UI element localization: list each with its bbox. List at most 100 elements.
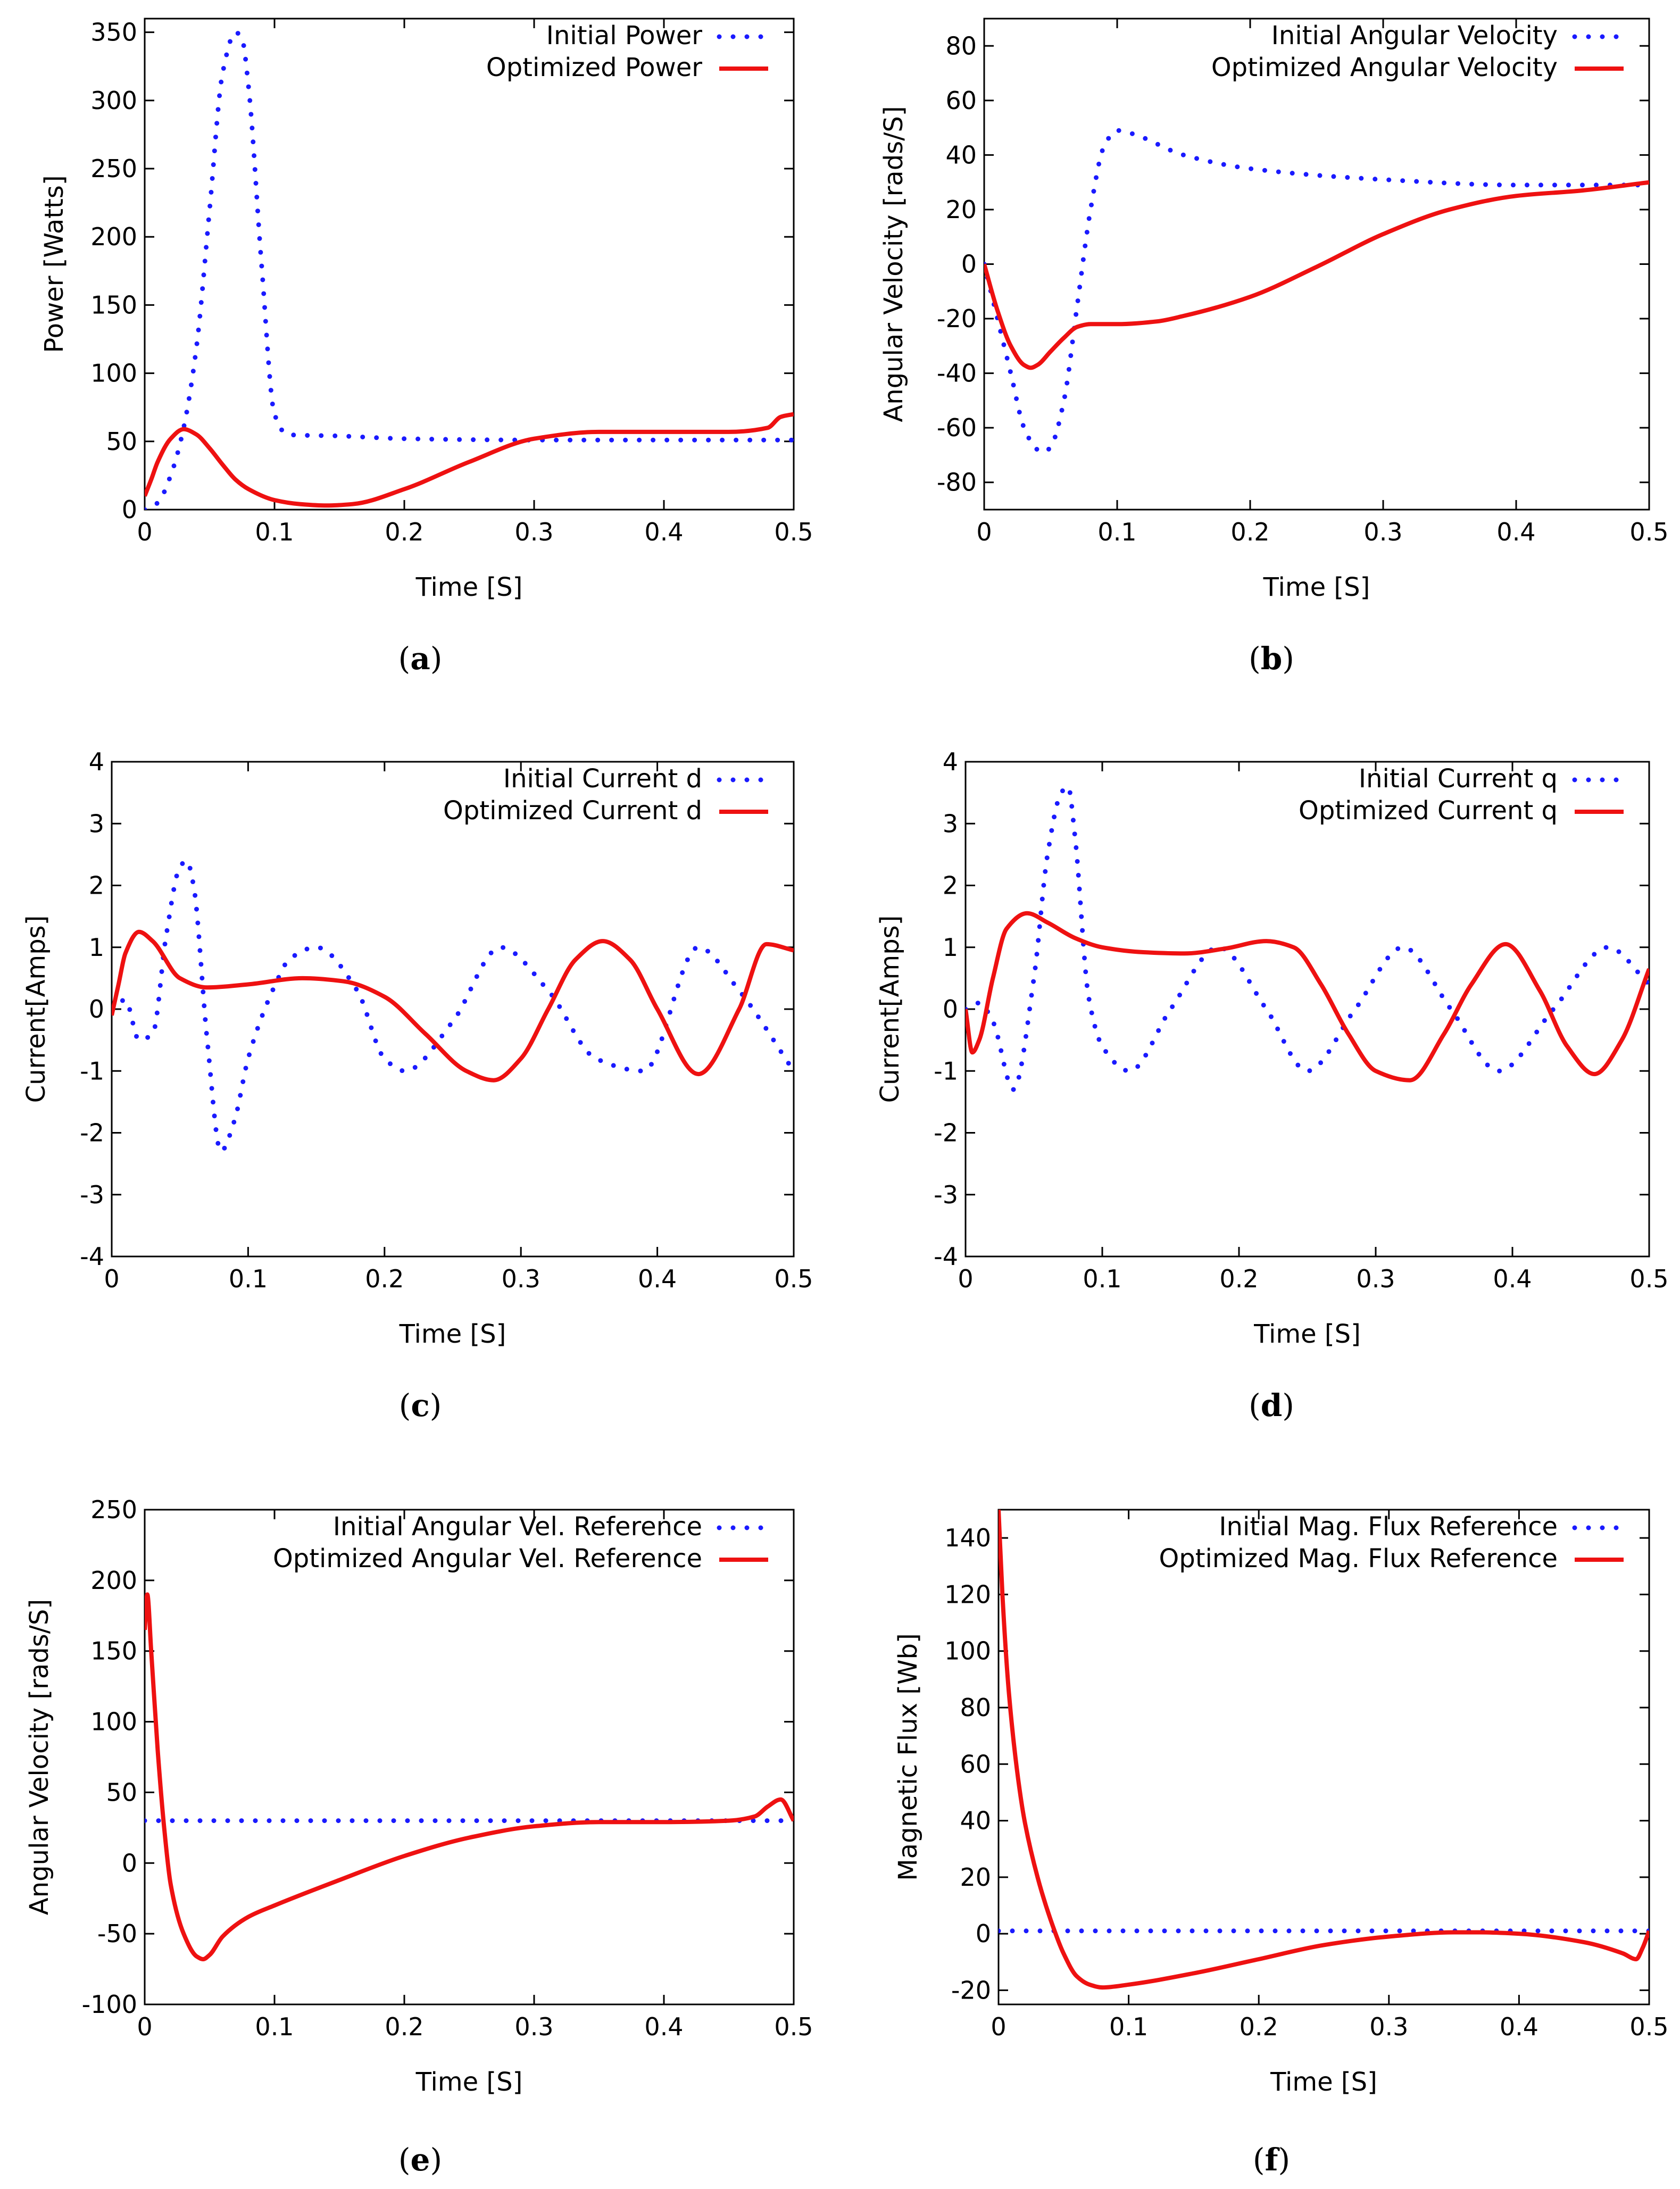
y-tick-label: 2: [89, 871, 104, 900]
y-tick-label: 40: [960, 1807, 991, 1835]
y-tick-label: 100: [944, 1637, 991, 1666]
x-axis-label: Time [S]: [415, 2067, 523, 2097]
y-tick-label: 0: [122, 1849, 137, 1877]
y-tick-label: -60: [937, 413, 977, 442]
x-tick-label: 0.1: [1109, 2012, 1148, 2041]
legend-label: Optimized Mag. Flux Reference: [1159, 1544, 1558, 1574]
legend-label: Optimized Current d: [443, 796, 702, 826]
x-tick-label: 0.3: [514, 518, 553, 546]
y-tick-label: -3: [80, 1180, 104, 1209]
y-tick-label: 20: [945, 195, 977, 224]
series-optimized-line: [999, 1510, 1649, 1990]
x-tick-label: 0.1: [1097, 518, 1136, 546]
series-optimized-line: [145, 1592, 794, 1961]
caption-letter: a: [410, 640, 430, 677]
y-tick-label: 100: [90, 1708, 137, 1736]
series-optimized-line: [984, 180, 1649, 370]
caption-close-paren: ): [1282, 1387, 1294, 1424]
y-tick-label: 3: [943, 809, 958, 838]
series-group: [145, 1592, 794, 1961]
x-axis-label: Time [S]: [1263, 572, 1370, 602]
y-tick-label: 80: [945, 31, 977, 60]
chart-panel-d: 0 0.1 0.2 0.3 0.4 0.5 -4 -3 -2 -1 0 1 2 3 4 Time [S] Cur…: [875, 747, 1669, 1424]
y-tick-label: 350: [90, 18, 137, 47]
y-axis-label: Power [Watts]: [39, 175, 69, 353]
y-tick-label: 4: [943, 747, 958, 776]
caption-close-paren: ): [430, 640, 443, 677]
y-tick-label: 150: [90, 290, 137, 319]
y-tick-label: 0: [122, 495, 137, 524]
panel-caption: (f): [1253, 2142, 1290, 2178]
panel-caption: (a): [398, 640, 443, 677]
series-initial-line: [984, 128, 1649, 455]
series-optimized-line: [112, 929, 794, 1083]
x-axis-label: Time [S]: [399, 1319, 506, 1349]
legend-label: Optimized Angular Velocity: [1211, 53, 1558, 82]
series-optimized-line: [145, 412, 794, 508]
x-tick-label: 0.5: [774, 1264, 813, 1293]
x-tick-label: 0.2: [385, 518, 423, 546]
chart-panel-a: 0 0.1 0.2 0.3 0.4 0.5 0 50 100 150 200 250 300 350 Tim…: [39, 18, 813, 677]
y-tick-label: -4: [80, 1242, 104, 1271]
y-tick-label: 250: [90, 1495, 137, 1524]
y-tick-label: 40: [945, 140, 977, 169]
y-tick-label: -80: [937, 468, 977, 497]
y-tick-label: -50: [97, 1919, 137, 1948]
x-tick-label: 0.3: [1363, 518, 1402, 546]
legend-label: Initial Current q: [1359, 764, 1558, 794]
y-tick-label: 4: [89, 747, 104, 776]
y-tick-label: 200: [90, 222, 137, 251]
chart-panel-b: 0 0.1 0.2 0.3 0.4 0.5 -80 -60 -40 -20 0 20 40 60 80 Tim…: [879, 18, 1669, 677]
plot-frame: [144, 18, 795, 511]
x-tick-label: 0.4: [644, 518, 683, 546]
y-tick-label: 100: [90, 359, 137, 388]
y-tick-label: 60: [960, 1750, 991, 1778]
y-tick-label: -100: [82, 1990, 137, 2019]
x-axis-label: Time [S]: [1270, 2067, 1377, 2097]
panel-caption: (e): [398, 2142, 442, 2178]
caption-open-paren: (: [398, 2142, 411, 2178]
x-tick-label: 0.4: [1500, 2012, 1538, 2041]
caption-close-paren: ): [430, 1387, 442, 1424]
y-tick-label: 60: [945, 86, 977, 115]
x-tick-label: 0.5: [1629, 518, 1668, 546]
y-tick-label: -1: [934, 1056, 958, 1085]
series-initial-line: [112, 858, 794, 1154]
x-tick-label: 0: [137, 518, 152, 546]
y-tick-label: 140: [944, 1524, 991, 1552]
x-tick-label: 0.2: [365, 1264, 404, 1293]
y-tick-label: -2: [80, 1119, 104, 1147]
caption-close-paren: ): [430, 2142, 442, 2178]
x-tick-label: 0.4: [638, 1264, 677, 1293]
y-tick-label: -20: [951, 1976, 991, 2004]
caption-letter: e: [411, 2142, 430, 2178]
y-axis-label: Magnetic Flux [Wb]: [893, 1633, 923, 1880]
plot-frame: [111, 761, 795, 1258]
series-group: [984, 128, 1649, 455]
legend-label: Optimized Angular Vel. Reference: [273, 1544, 702, 1574]
x-tick-label: 0.2: [1240, 2012, 1278, 2041]
caption-open-paren: (: [1253, 2142, 1265, 2178]
x-tick-label: 0.2: [1230, 518, 1269, 546]
y-tick-label: 120: [944, 1580, 991, 1609]
y-tick-label: 50: [106, 1778, 137, 1807]
x-tick-label: 0.4: [644, 2012, 683, 2041]
y-axis-label: Angular Velocity [rads/S]: [24, 1599, 54, 1915]
x-tick-label: 0.5: [774, 518, 813, 546]
y-tick-label: 150: [90, 1637, 137, 1666]
x-tick-label: 0: [991, 2012, 1006, 2041]
x-axis-label: Time [S]: [1253, 1319, 1361, 1349]
y-axis-label: Current[Amps]: [21, 915, 51, 1103]
y-tick-label: 1: [89, 933, 104, 962]
y-tick-label: -3: [934, 1180, 958, 1209]
x-axis-label: Time [S]: [415, 572, 523, 602]
panel-caption: (d): [1249, 1387, 1294, 1424]
caption-letter: b: [1261, 640, 1283, 677]
caption-open-paren: (: [1249, 640, 1261, 677]
y-tick-label: 0: [943, 995, 958, 1023]
legend-label: Optimized Current q: [1299, 796, 1558, 826]
panel-caption: (c): [399, 1387, 442, 1424]
caption-letter: f: [1265, 2142, 1280, 2178]
